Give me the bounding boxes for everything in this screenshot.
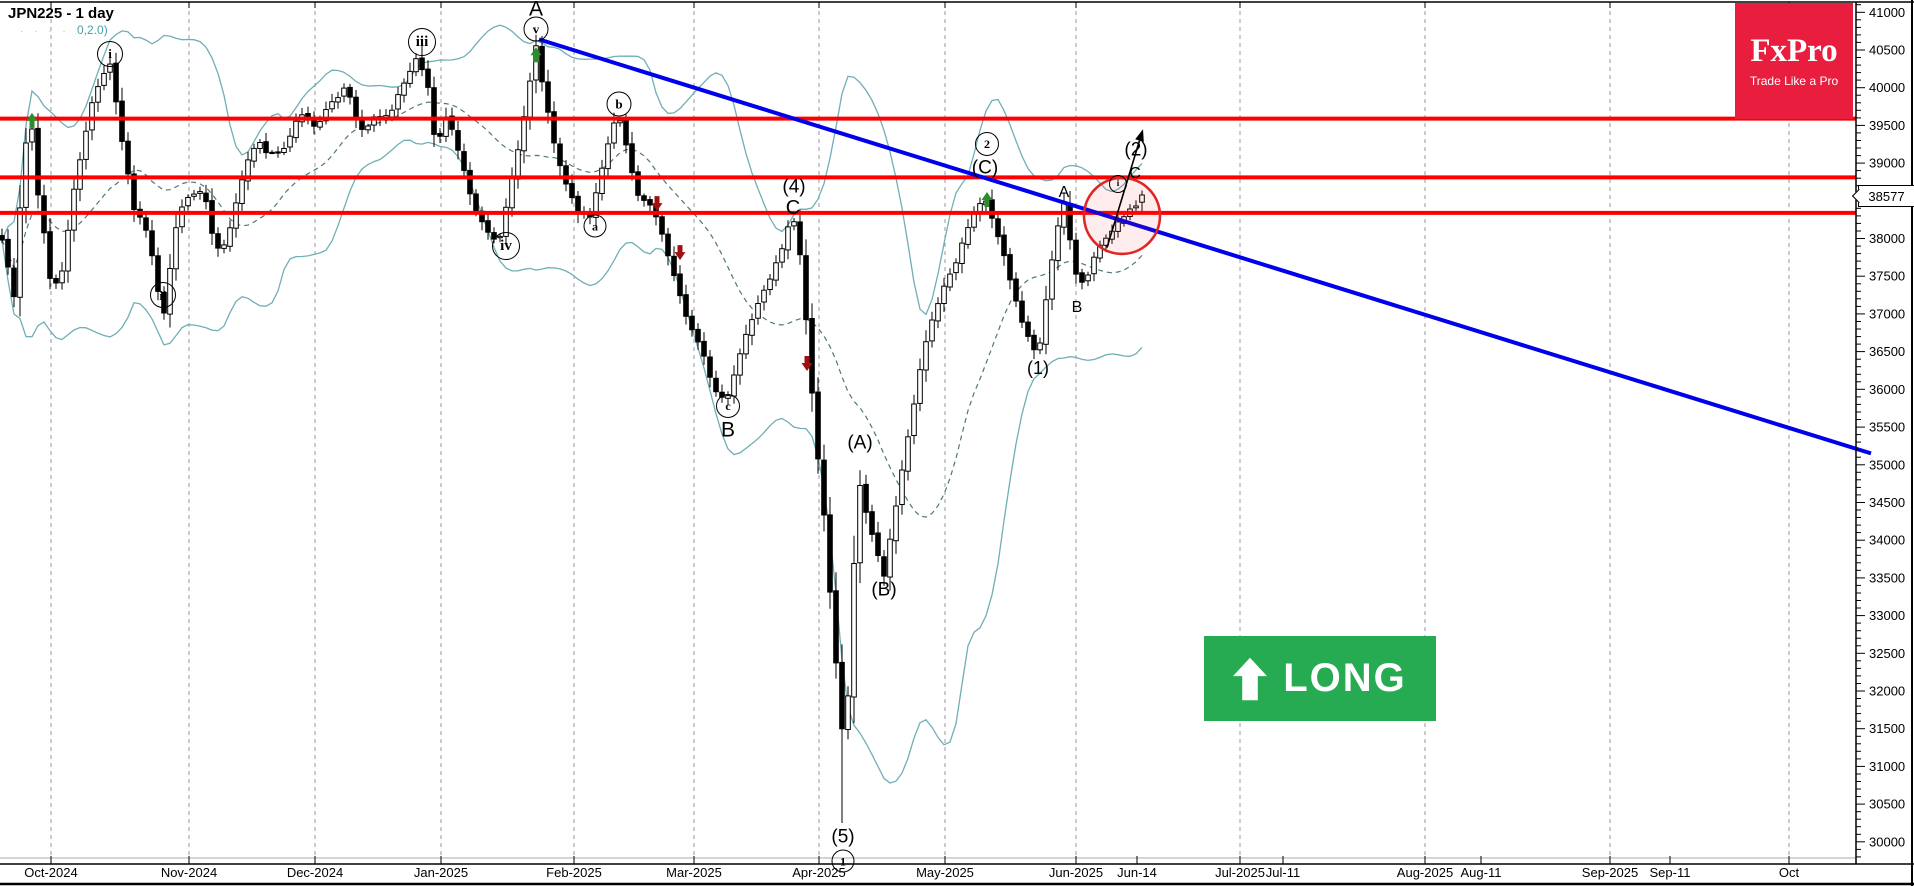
svg-text:32000: 32000 [1869, 684, 1905, 699]
resistance-support-levels [0, 116, 1856, 215]
svg-text:Apr-2025: Apr-2025 [792, 865, 845, 880]
svg-text:36500: 36500 [1869, 344, 1905, 359]
svg-text:Nov-2024: Nov-2024 [161, 865, 217, 880]
svg-text:Mar-2025: Mar-2025 [666, 865, 722, 880]
svg-text:31000: 31000 [1869, 759, 1905, 774]
svg-text:Jan-2025: Jan-2025 [414, 865, 468, 880]
fxpro-logo-badge: FxPro Trade Like a Pro [1735, 3, 1853, 119]
fxpro-tagline: Trade Like a Pro [1749, 73, 1839, 88]
bollinger-parameters-label: 0,2.0) [77, 23, 108, 37]
svg-text:Jul-11: Jul-11 [1266, 865, 1300, 880]
svg-text:Sep-2025: Sep-2025 [1582, 865, 1638, 880]
svg-text:May-2025: May-2025 [916, 865, 974, 880]
svg-text:Aug-2025: Aug-2025 [1397, 865, 1453, 880]
long-signal-label: LONG [1283, 656, 1407, 700]
svg-text:Dec-2024: Dec-2024 [287, 865, 343, 880]
breakout-highlight-circle [1082, 176, 1162, 256]
svg-text:Oct-2024: Oct-2024 [24, 865, 77, 880]
fxpro-logo-text: FxPro [1750, 32, 1838, 69]
svg-text:Jun-14: Jun-14 [1117, 865, 1157, 880]
indicator-row: · · · · 0,2.0) [20, 23, 108, 37]
svg-text:37000: 37000 [1869, 306, 1905, 321]
svg-text:Aug-11: Aug-11 [1461, 865, 1502, 880]
svg-text:41000: 41000 [1869, 5, 1905, 20]
bollinger-bands [1, 24, 1143, 784]
svg-text:40500: 40500 [1869, 43, 1905, 58]
svg-text:35500: 35500 [1869, 420, 1905, 435]
current-price-value: 38577 [1868, 188, 1905, 204]
candlesticks [0, 34, 1145, 823]
svg-text:37500: 37500 [1869, 269, 1905, 284]
current-price-tag: 38577 [1858, 185, 1914, 207]
svg-text:Sep-11: Sep-11 [1650, 865, 1691, 880]
svg-text:40000: 40000 [1869, 80, 1905, 95]
month-gridlines [50, 3, 1790, 858]
svg-text:34500: 34500 [1869, 495, 1905, 510]
svg-text:Oct: Oct [1779, 865, 1800, 880]
svg-text:Feb-2025: Feb-2025 [546, 865, 602, 880]
descending-trendline [538, 37, 1872, 456]
svg-text:30000: 30000 [1869, 834, 1905, 849]
svg-text:39500: 39500 [1869, 118, 1905, 133]
svg-text:33000: 33000 [1869, 608, 1905, 623]
long-signal-banner: LONG [1204, 636, 1436, 721]
svg-text:38000: 38000 [1869, 231, 1905, 246]
svg-text:32500: 32500 [1869, 646, 1905, 661]
svg-text:31500: 31500 [1869, 721, 1905, 736]
svg-text:Jul-2025: Jul-2025 [1215, 865, 1265, 880]
svg-text:39000: 39000 [1869, 156, 1905, 171]
trade-marker-arrows [26, 47, 993, 371]
projection-arrow [1106, 129, 1144, 248]
svg-text:Jun-2025: Jun-2025 [1049, 865, 1103, 880]
svg-text:34000: 34000 [1869, 533, 1905, 548]
svg-text:33500: 33500 [1869, 570, 1905, 585]
up-arrow-icon [1233, 657, 1268, 700]
indicator-dots: · · · · [20, 26, 70, 37]
svg-text:35000: 35000 [1869, 457, 1905, 472]
chart-symbol-title: JPN225 - 1 day [8, 5, 114, 22]
svg-text:36000: 36000 [1869, 382, 1905, 397]
svg-text:30500: 30500 [1869, 797, 1905, 812]
